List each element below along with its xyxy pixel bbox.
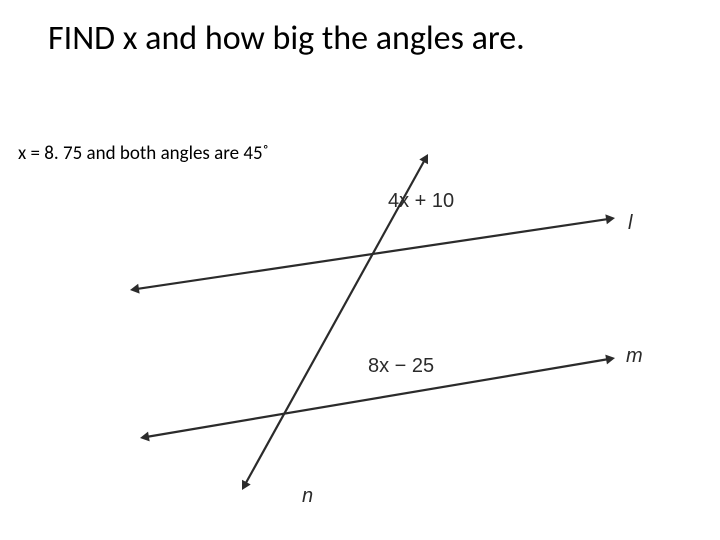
expression-bottom-label: 8x − 25 [368,355,434,378]
geometry-diagram: 4x + 10 8x − 25 l m n [70,140,650,530]
diagram-svg [70,140,650,530]
expression-top-label: 4x + 10 [388,190,454,213]
line-n-label: n [302,485,313,508]
page-title: FIND x and how big the angles are. [48,18,700,59]
line-m-label: m [626,345,643,368]
line-l-label: l [628,212,632,235]
